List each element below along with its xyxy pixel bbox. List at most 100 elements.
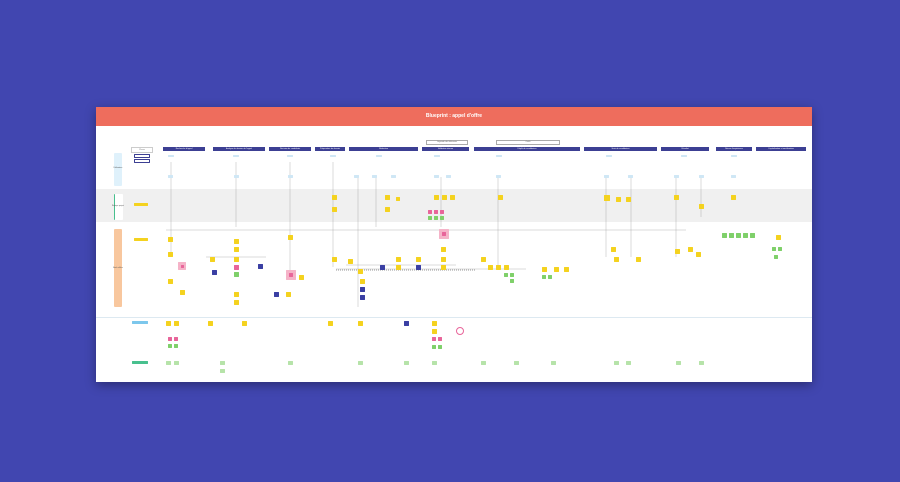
sticky-note (778, 247, 782, 251)
sticky-note (168, 337, 172, 341)
sticky-note (510, 279, 514, 283)
sticky-note (510, 273, 514, 277)
sticky-note (234, 292, 239, 297)
sticky-note (442, 195, 447, 200)
sticky-note (174, 321, 179, 326)
sticky-note (614, 361, 619, 365)
sticky-note (626, 197, 631, 202)
sticky-note (181, 265, 184, 268)
lane-tag-team: Équipe projet (112, 205, 124, 207)
column-header-capitalisation: Capitalisation et amélioration (756, 147, 806, 151)
sticky-note (548, 275, 552, 279)
sticky-note (432, 329, 437, 334)
sticky-note (168, 344, 172, 348)
sticky-note (729, 233, 734, 238)
sticky-note (233, 155, 239, 157)
board-header: Blueprint : appel d'offre (96, 107, 812, 126)
row-label-box (134, 203, 148, 206)
sticky-note (234, 272, 239, 277)
sticky-note (242, 321, 247, 326)
sticky-note (396, 197, 400, 201)
sticky-note (496, 175, 501, 178)
lane-tab-team (114, 194, 123, 220)
sticky-note (174, 344, 178, 348)
sticky-note (358, 269, 363, 274)
sticky-note (688, 247, 693, 252)
column-header-decision: Décision de candidater (269, 147, 311, 151)
sticky-note (750, 233, 755, 238)
sticky-note (626, 361, 631, 365)
sticky-note (441, 257, 446, 262)
sticky-note (772, 247, 776, 251)
sticky-note (699, 361, 704, 365)
sticky-note (258, 264, 263, 269)
sticky-note (434, 216, 438, 220)
sticky-note (428, 216, 432, 220)
sticky-note (481, 257, 486, 262)
board-title: Blueprint : appel d'offre (425, 113, 483, 119)
sticky-note (743, 233, 748, 238)
lane-tag-user: Utilisateur (113, 167, 123, 169)
sticky-note (168, 175, 173, 178)
frontstage-band (96, 151, 812, 189)
column-header-validation: Validation interne (422, 147, 469, 151)
column-header-phase: Phase (131, 147, 153, 153)
sticky-note (212, 270, 217, 275)
sticky-note (699, 204, 704, 209)
sticky-note (604, 195, 610, 201)
sticky-note (456, 327, 464, 335)
sticky-note (496, 265, 501, 270)
row-label-box (134, 154, 150, 158)
sticky-note (168, 279, 173, 284)
sticky-note (432, 361, 437, 365)
sticky-note (675, 249, 680, 254)
sticky-note (776, 235, 781, 240)
sticky-note (168, 237, 173, 242)
support-band (96, 222, 812, 317)
sticky-note (616, 197, 621, 202)
sticky-note (348, 259, 353, 264)
sticky-note (441, 247, 446, 252)
sticky-note (564, 267, 569, 272)
sticky-note (288, 175, 293, 178)
sticky-note (432, 321, 437, 326)
sticky-note (551, 361, 556, 365)
sticky-note (328, 321, 333, 326)
lane-tab-backoffice (114, 229, 122, 307)
row-label-box (134, 238, 148, 241)
sticky-note (396, 265, 401, 270)
sticky-note (391, 175, 396, 178)
column-header-preparation: Préparation du dossier (315, 147, 345, 151)
sticky-note (385, 207, 390, 212)
sticky-note (504, 273, 508, 277)
sticky-note (434, 195, 439, 200)
sticky-note (438, 345, 442, 349)
sticky-note (332, 195, 337, 200)
sticky-note (180, 290, 185, 295)
sticky-note (168, 155, 174, 157)
sticky-note (332, 257, 337, 262)
sticky-note (234, 239, 239, 244)
legend-box: Légende des éléments (426, 140, 468, 145)
sticky-note (330, 155, 336, 157)
sticky-note (488, 265, 493, 270)
sticky-note (166, 321, 171, 326)
sticky-note (542, 275, 546, 279)
sticky-note (234, 265, 239, 270)
sticky-note (299, 275, 304, 280)
sticky-note (614, 257, 619, 262)
sticky-note (274, 292, 279, 297)
sticky-note (731, 195, 736, 200)
row-label-box (134, 159, 150, 163)
column-header-depot: Dépôt de candidature (474, 147, 580, 151)
sticky-note (404, 321, 409, 326)
sticky-note (210, 257, 215, 262)
sticky-note (208, 321, 213, 326)
column-header-suivi: Suivi de candidature (584, 147, 657, 151)
sticky-note (376, 155, 382, 157)
column-header-retour: Retour d'expérience (716, 147, 752, 151)
column-header-redaction: Rédaction (349, 147, 418, 151)
sticky-note (404, 361, 409, 365)
sticky-note (287, 155, 293, 157)
sticky-note (611, 247, 616, 252)
